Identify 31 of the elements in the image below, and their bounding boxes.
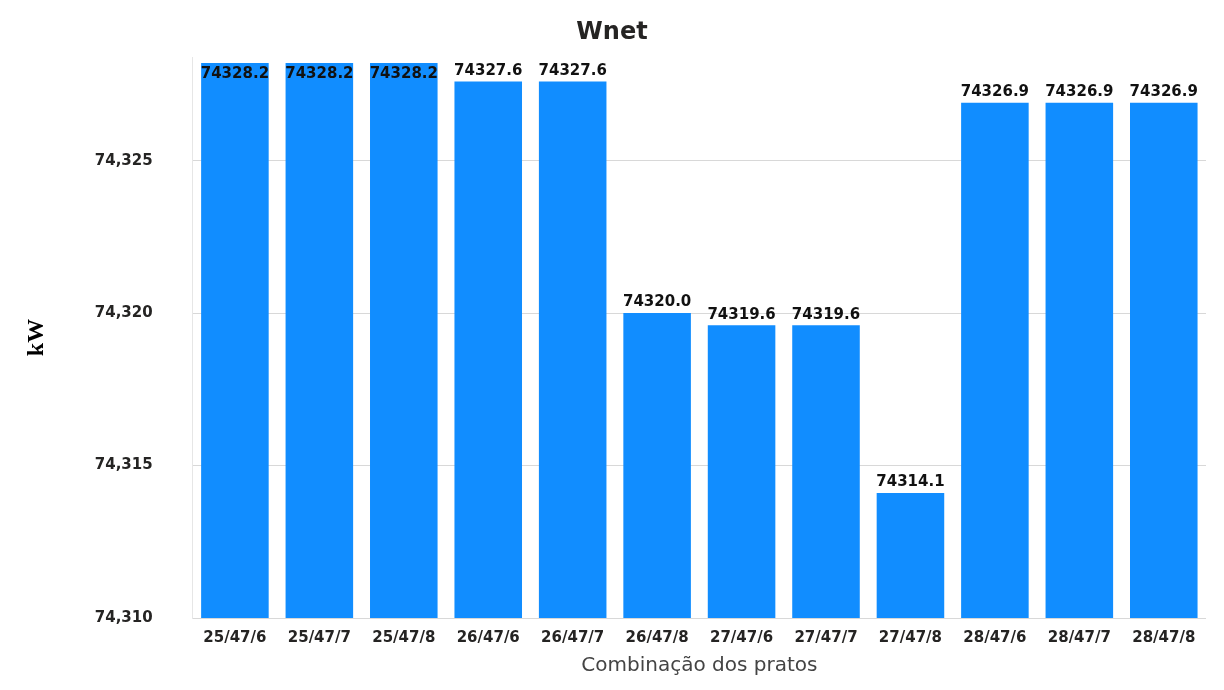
- data-label: 74328.2: [369, 64, 438, 83]
- data-label: 74326.9: [960, 82, 1030, 101]
- x-tick-label: 25/47/7: [287, 627, 351, 646]
- x-tick-label: 28/47/7: [1047, 627, 1111, 646]
- data-label: 74319.6: [707, 304, 776, 323]
- data-label: 74327.6: [538, 60, 607, 79]
- data-label: 74314.1: [876, 472, 945, 491]
- y-axis-title: kW: [21, 318, 48, 357]
- data-label: 74326.9: [1045, 82, 1114, 101]
- y-tick-label: 74,325: [94, 150, 153, 169]
- data-label: 74319.6: [791, 304, 861, 323]
- y-tick-label: 74,310: [94, 607, 153, 626]
- x-tick-label: 27/47/6: [709, 627, 774, 646]
- x-tick-label: 25/47/8: [372, 627, 436, 646]
- x-tick-label: 26/47/7: [541, 627, 605, 646]
- data-label: 74327.6: [454, 60, 523, 79]
- x-axis-title: Combinação dos pratos: [581, 652, 818, 677]
- x-tick-label: 28/47/8: [1132, 627, 1196, 646]
- data-label: 74328.2: [200, 64, 270, 83]
- x-tick-label: 27/47/7: [794, 627, 858, 646]
- y-tick-label: 74,315: [94, 455, 153, 474]
- chart-title: Wnet: [576, 16, 648, 45]
- x-tick-label: 27/47/8: [878, 627, 943, 646]
- data-label: 74326.9: [1129, 82, 1198, 101]
- x-tick-label: 25/47/6: [203, 627, 267, 646]
- x-tick-label: 26/47/8: [625, 627, 689, 646]
- data-label: 74328.2: [285, 64, 354, 83]
- x-tick-label: 26/47/6: [456, 627, 520, 646]
- x-tick-label: 28/47/6: [963, 627, 1027, 646]
- data-label: 74320.0: [622, 292, 692, 311]
- y-tick-label: 74,320: [94, 303, 153, 321]
